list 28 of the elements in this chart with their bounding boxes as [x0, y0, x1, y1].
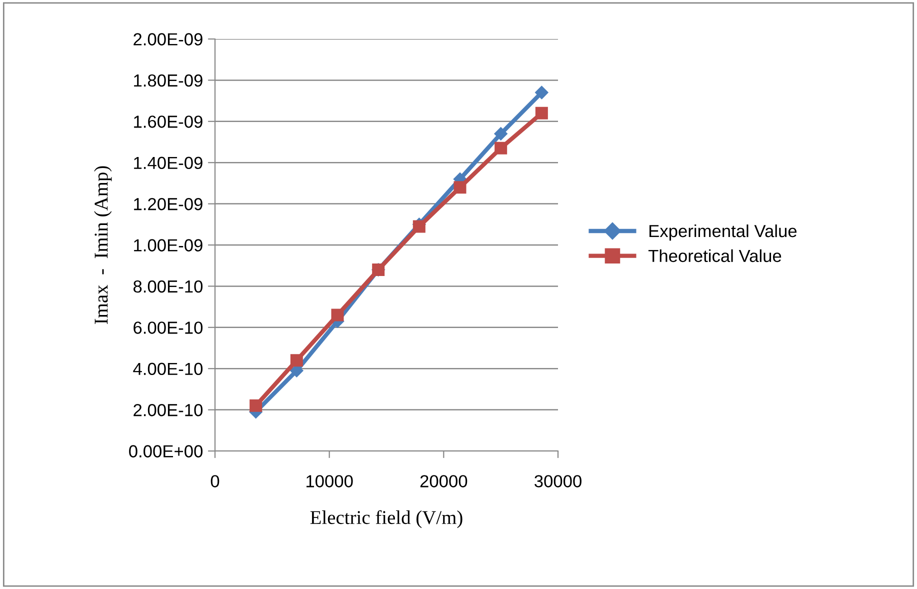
x-tick-label: 10000: [306, 475, 353, 488]
y-tick-label: 1.80E-09: [134, 74, 202, 87]
point: [535, 86, 548, 100]
point: [250, 399, 262, 412]
x-tick-label: 30000: [534, 475, 582, 488]
legend-label: Experimental Value: [649, 224, 797, 241]
y-tick-label: 4.00E-10: [133, 362, 203, 376]
y-axis-title: Imax - Imin (Amp): [94, 166, 112, 324]
y-tick-label: 0.00E+00: [129, 445, 203, 458]
x-tick-label: 0: [210, 475, 220, 488]
point: [290, 354, 303, 367]
point: [494, 127, 508, 140]
point: [331, 308, 344, 322]
y-tick-label: 2.00E-10: [134, 404, 203, 416]
x-axis-title: Electric field (V/m): [310, 510, 462, 528]
point: [535, 106, 548, 120]
point: [454, 181, 466, 194]
x-tick-label: 20000: [420, 475, 468, 488]
y-tick-label: 1.20E-09: [134, 198, 202, 210]
y-tick-label: 1.40E-09: [134, 156, 202, 170]
y-tick-label: 1.00E-09: [134, 239, 202, 252]
point: [494, 142, 508, 154]
y-tick-label: 6.00E-10: [134, 322, 203, 334]
legend-label: Theoretical Value: [648, 249, 782, 262]
y-tick-label: 1.60E-09: [134, 116, 202, 128]
y-tick-label: 2.00E-09: [134, 33, 202, 46]
point: [412, 220, 426, 233]
y-tick-label: 8.00E-10: [133, 280, 203, 293]
